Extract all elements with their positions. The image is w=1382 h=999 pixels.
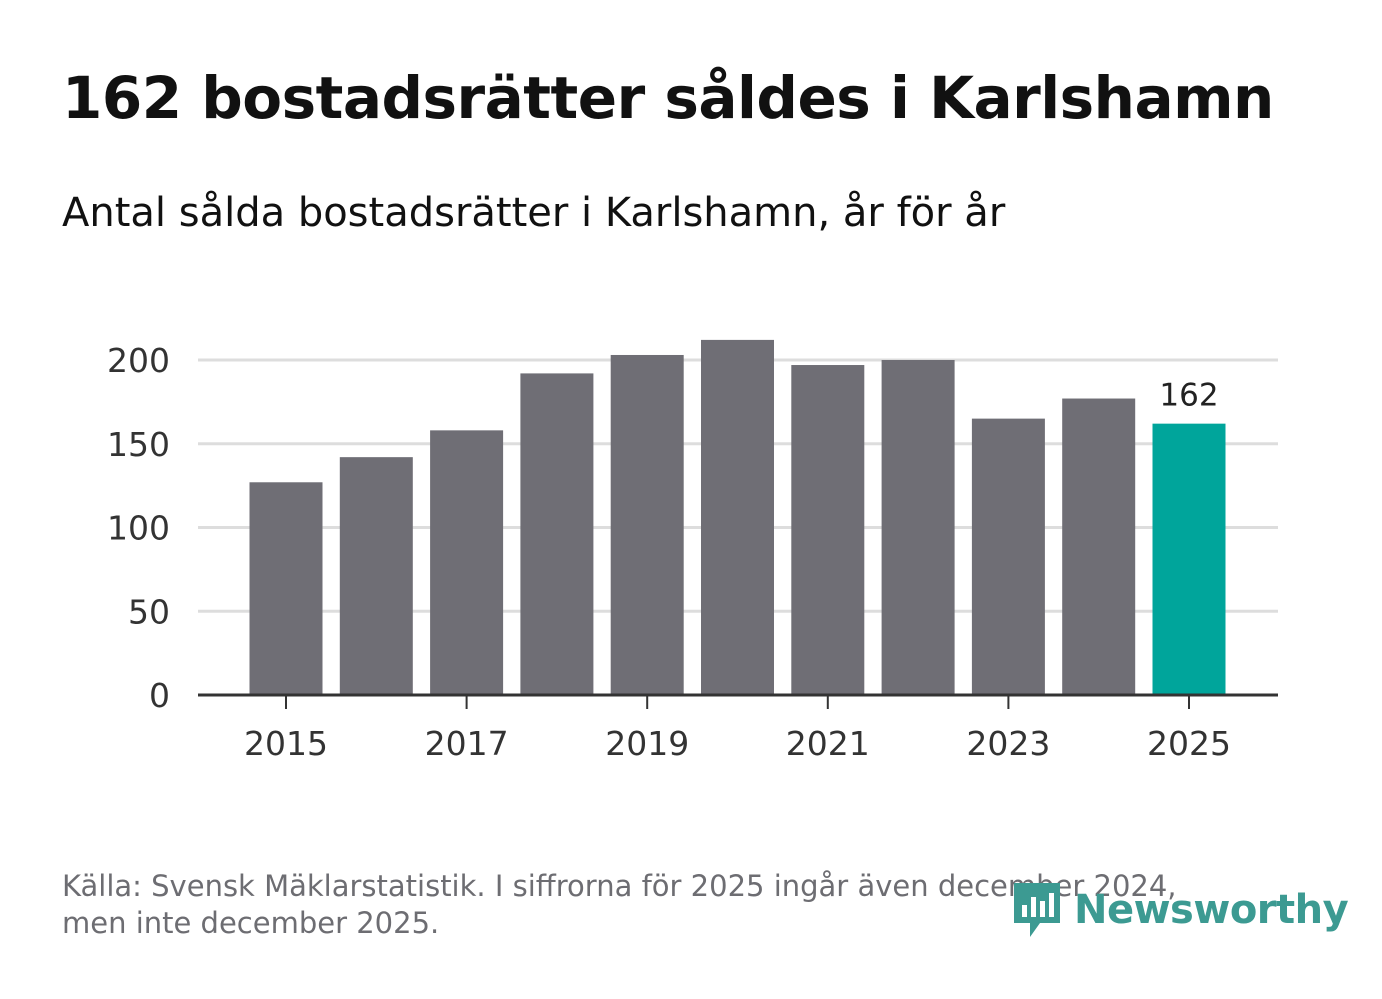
bar-2022: [881, 360, 955, 695]
x-tick-label-2017: 2017: [425, 724, 509, 763]
source-note: Källa: Svensk Mäklarstatistik. I siffror…: [62, 868, 1262, 942]
y-tick-label-150: 150: [107, 425, 170, 464]
bar-2016: [339, 457, 413, 695]
source-line-1: Källa: Svensk Mäklarstatistik. I siffror…: [62, 869, 1177, 903]
bar-2017: [430, 430, 504, 695]
logo-icon: [1014, 883, 1060, 937]
bar-2015: [249, 482, 323, 695]
bar-2019: [610, 354, 684, 695]
axes: [198, 693, 1278, 709]
y-tick-label-50: 50: [128, 592, 170, 631]
bar-2024: [1062, 398, 1136, 695]
bars: [249, 339, 1226, 695]
chart-subtitle: Antal sålda bostadsrätter i Karlshamn, å…: [62, 190, 1006, 236]
bar-2020: [701, 339, 774, 695]
y-tick-label-200: 200: [107, 341, 170, 380]
chart-title: 162 bostadsrätter såldes i Karlshamn: [62, 64, 1274, 132]
bar-2018: [520, 373, 594, 695]
bar-2023: [971, 418, 1045, 695]
x-tick-label-2023: 2023: [966, 724, 1050, 763]
x-tick-label-2019: 2019: [605, 724, 689, 763]
newsworthy-logo: Newsworthy: [1010, 878, 1349, 942]
logo-text: Newsworthy: [1074, 887, 1349, 933]
bar-2021: [791, 365, 865, 695]
labels: 0 50 100 150 200 2015 2017 2019 2021 2023 2025 162: [107, 341, 1231, 763]
y-tick-label-100: 100: [107, 509, 170, 548]
x-tick-label-2015: 2015: [244, 724, 328, 763]
x-tick-label-2025: 2025: [1147, 724, 1231, 763]
source-line-2: men inte december 2025.: [62, 906, 440, 940]
y-tick-label-0: 0: [149, 676, 170, 715]
data-label-2025: 162: [1159, 378, 1218, 414]
x-tick-label-2021: 2021: [786, 724, 870, 763]
bar-2025: [1152, 423, 1226, 695]
